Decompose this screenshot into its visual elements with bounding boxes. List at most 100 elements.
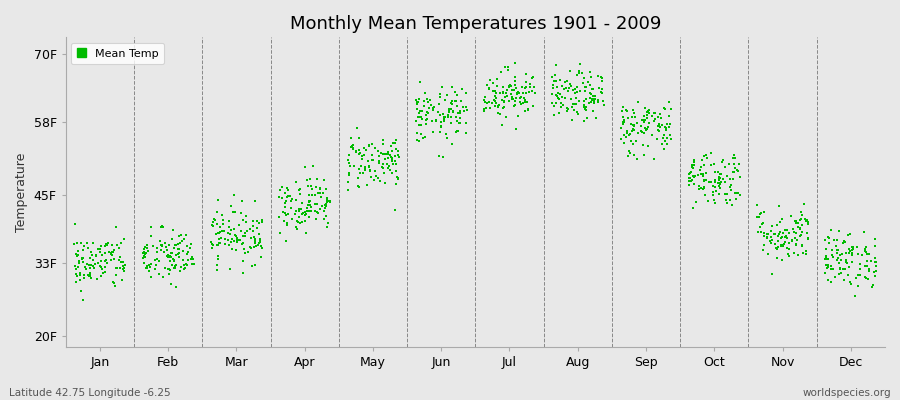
Point — [292, 214, 307, 220]
Point — [345, 143, 359, 150]
Point — [387, 207, 401, 213]
Point — [225, 236, 239, 242]
Point — [383, 154, 398, 160]
Point — [619, 107, 634, 113]
Point — [230, 239, 244, 246]
Point — [218, 236, 232, 242]
Point — [508, 102, 522, 108]
Point — [391, 148, 405, 154]
Point — [425, 118, 439, 124]
Point — [428, 104, 442, 110]
Point — [415, 107, 429, 114]
Point — [848, 293, 862, 300]
Point — [489, 100, 503, 106]
Point — [659, 127, 673, 133]
Point — [554, 83, 569, 90]
Point — [517, 95, 531, 102]
Point — [255, 216, 269, 223]
Point — [232, 222, 247, 228]
Point — [778, 234, 793, 240]
Point — [389, 137, 403, 143]
Point — [437, 118, 452, 124]
Point — [320, 199, 335, 205]
Point — [392, 154, 406, 161]
Point — [495, 97, 509, 103]
Point — [141, 268, 156, 274]
Point — [696, 171, 710, 177]
Point — [770, 246, 784, 252]
Point — [73, 276, 87, 283]
Point — [850, 244, 864, 250]
Point — [846, 244, 860, 250]
Title: Monthly Mean Temperatures 1901 - 2009: Monthly Mean Temperatures 1901 - 2009 — [290, 15, 661, 33]
Point — [431, 101, 446, 107]
Point — [513, 95, 527, 102]
Point — [572, 111, 586, 117]
Point — [508, 74, 522, 80]
Point — [83, 270, 97, 276]
Point — [107, 247, 122, 253]
Point — [572, 70, 587, 77]
Point — [640, 126, 654, 132]
Point — [156, 223, 170, 230]
Point — [205, 241, 220, 247]
Point — [526, 103, 540, 110]
Point — [647, 110, 662, 116]
Point — [838, 239, 852, 246]
Point — [67, 241, 81, 248]
Point — [149, 262, 164, 268]
Point — [511, 89, 526, 96]
Point — [616, 119, 631, 125]
Point — [704, 150, 718, 156]
Point — [733, 192, 747, 198]
Point — [626, 121, 640, 128]
Point — [227, 237, 241, 244]
Point — [378, 180, 392, 186]
Point — [179, 250, 194, 257]
Point — [163, 258, 177, 264]
Point — [70, 273, 85, 279]
Point — [499, 90, 513, 96]
Point — [636, 112, 651, 119]
Point — [164, 254, 178, 260]
Point — [697, 152, 711, 159]
Point — [801, 235, 815, 242]
Point — [750, 214, 764, 220]
Point — [778, 239, 792, 245]
Point — [506, 96, 520, 102]
Point — [790, 220, 805, 226]
Point — [386, 161, 400, 168]
Point — [824, 279, 838, 286]
Point — [165, 250, 179, 256]
Point — [168, 262, 183, 268]
Point — [298, 212, 312, 218]
Point — [486, 87, 500, 94]
Point — [273, 230, 287, 236]
Point — [416, 135, 430, 141]
Point — [712, 175, 726, 181]
Point — [448, 114, 463, 120]
Point — [412, 108, 427, 114]
Point — [488, 102, 502, 109]
Point — [845, 252, 859, 258]
Point — [247, 244, 261, 250]
Point — [519, 90, 534, 96]
Point — [345, 144, 359, 150]
Point — [620, 130, 634, 137]
Point — [832, 260, 846, 266]
Point — [159, 252, 174, 259]
Point — [376, 160, 391, 167]
Point — [594, 90, 608, 96]
Point — [482, 86, 496, 92]
Point — [74, 288, 88, 294]
Point — [717, 179, 732, 185]
Point — [248, 240, 262, 246]
Point — [227, 226, 241, 232]
Point — [352, 146, 366, 153]
Point — [507, 87, 521, 93]
Point — [731, 190, 745, 197]
Point — [697, 162, 711, 169]
Point — [444, 114, 458, 120]
Point — [843, 281, 858, 287]
Point — [292, 206, 307, 212]
